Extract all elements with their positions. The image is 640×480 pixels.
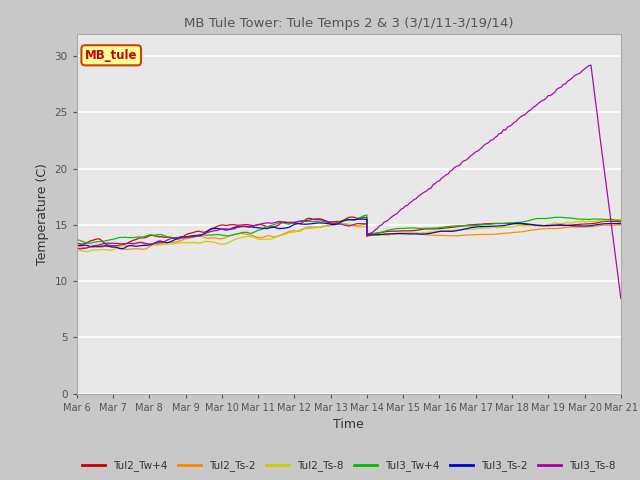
X-axis label: Time: Time <box>333 418 364 431</box>
Title: MB Tule Tower: Tule Temps 2 & 3 (3/1/11-3/19/14): MB Tule Tower: Tule Temps 2 & 3 (3/1/11-… <box>184 17 513 30</box>
Text: MB_tule: MB_tule <box>85 49 138 62</box>
Legend: Tul2_Tw+4, Tul2_Ts-2, Tul2_Ts-8, Tul3_Tw+4, Tul3_Ts-2, Tul3_Ts-8: Tul2_Tw+4, Tul2_Ts-2, Tul2_Ts-8, Tul3_Tw… <box>77 456 620 476</box>
Y-axis label: Temperature (C): Temperature (C) <box>36 163 49 264</box>
